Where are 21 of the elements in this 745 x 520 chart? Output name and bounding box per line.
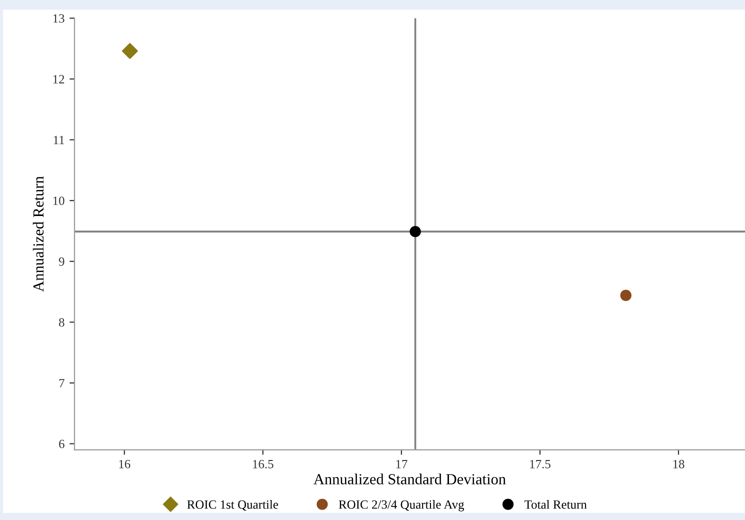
y-tick-label: 11 (54, 136, 64, 144)
y-tick-label: 10 (53, 196, 64, 206)
point (410, 226, 421, 238)
legend-label: Total Return (524, 500, 587, 509)
x-tick-label: 17 (396, 460, 408, 468)
x-tick-label: 16 (119, 460, 130, 468)
x-tick-label: 17.5 (530, 460, 550, 468)
point (122, 43, 138, 60)
y-tick-label: 6 (59, 440, 64, 448)
legend-label: ROIC 1st Quartile (187, 500, 278, 511)
y-axis-title: Annualized Return (32, 176, 44, 292)
y-tick-label: 9 (58, 257, 64, 266)
y-tick-label: 7 (59, 379, 64, 388)
point (620, 290, 632, 302)
y-tick-label: 13 (53, 14, 64, 23)
y-tick-label: 8 (59, 318, 64, 327)
x-tick-label: 18 (673, 460, 684, 468)
legend-label: ROIC 2/3/4 Quartile Avg (338, 500, 464, 512)
x-tick-label: 16.5 (253, 460, 274, 468)
x-axis-title: Annualized Standard Deviation (314, 474, 506, 484)
y-tick-label: 12 (53, 75, 64, 84)
